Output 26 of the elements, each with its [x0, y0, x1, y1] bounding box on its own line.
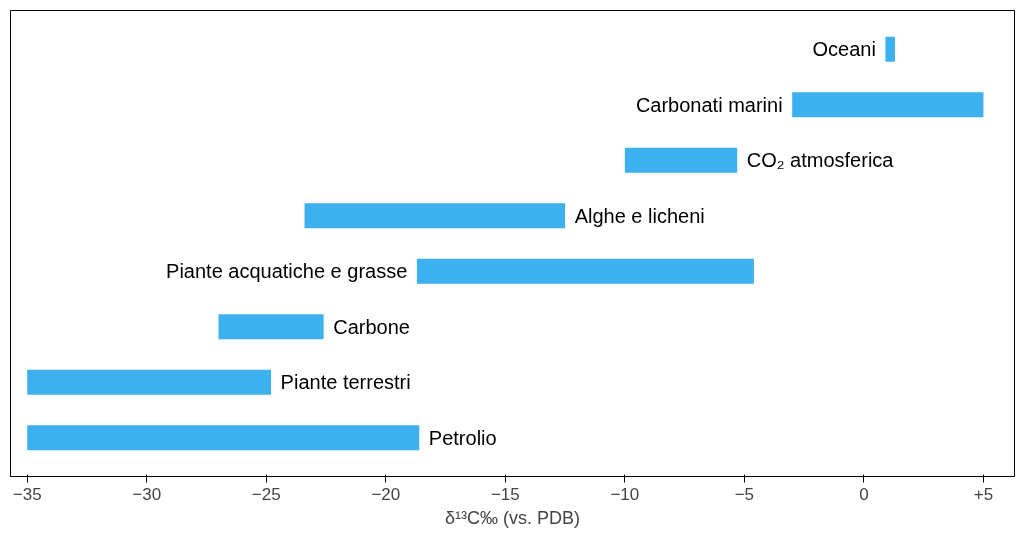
x-tick-label: −35: [12, 484, 42, 504]
x-tick-label: 0: [859, 484, 869, 504]
x-tick-label: +5: [973, 484, 994, 504]
x-tick-label: −10: [610, 484, 640, 504]
x-tick-label: −25: [251, 484, 281, 504]
y-tick-label: Alghe e licheni: [574, 204, 705, 227]
y-tick-label: Carbonati marini: [635, 93, 783, 116]
bar: [885, 36, 895, 62]
bar: [792, 92, 984, 118]
bar: [416, 258, 754, 284]
x-tick-label: −5: [734, 484, 755, 504]
bar: [304, 203, 566, 229]
y-tick-label: Carbone: [333, 315, 410, 338]
y-tick-label: CO₂ atmosferica: [746, 149, 895, 172]
x-axis-title: δ¹³C‰ (vs. PDB): [445, 507, 581, 528]
x-tick-label: −30: [132, 484, 162, 504]
bar: [27, 369, 272, 395]
y-tick-label: Oceani: [812, 38, 876, 61]
y-tick-label: Piante acquatiche e grasse: [166, 260, 408, 283]
bar: [218, 314, 324, 340]
y-tick-label: Petrolio: [428, 426, 497, 449]
x-tick-label: −20: [371, 484, 401, 504]
bar: [27, 425, 420, 451]
x-tick-label: −15: [490, 484, 520, 504]
y-tick-label: Piante terrestri: [280, 371, 411, 394]
bar: [624, 147, 738, 173]
